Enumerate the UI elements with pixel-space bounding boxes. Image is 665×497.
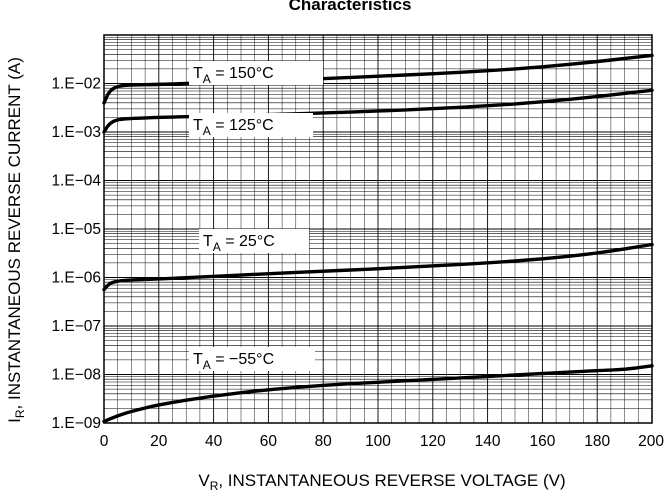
- series-label-prefix: T: [193, 351, 203, 368]
- y-tick-label: 1.E−05: [51, 221, 101, 238]
- y-tick-label: 1.E−04: [51, 173, 101, 190]
- series-label-prefix: T: [203, 233, 213, 250]
- x-axis-label-sub: R: [210, 479, 219, 493]
- series-label-background: [189, 61, 323, 85]
- series-label-text: TA = 25°C: [203, 233, 275, 254]
- y-tick-label: 1.E−08: [51, 367, 101, 384]
- x-tick-label: 60: [260, 433, 278, 450]
- series-label-sub: A: [213, 240, 221, 254]
- x-tick-label: 80: [315, 433, 333, 450]
- y-tick-labels: 1.E−09 1.E−08 1.E−07 1.E−06 1.E−05 1.E−04 1.E−…: [51, 76, 101, 433]
- y-axis-label-main: I: [5, 418, 24, 423]
- y-axis-label-rest: , INSTANTANEOUS REVERSE CURRENT (A): [5, 57, 24, 409]
- x-axis-label-rest: , INSTANTANEOUS REVERSE VOLTAGE (V): [218, 471, 565, 490]
- y-tick-label: 1.E−06: [51, 270, 101, 287]
- x-tick-label: 40: [205, 433, 223, 450]
- x-tick-label: 100: [365, 433, 391, 450]
- series-label-rest: = 150°C: [211, 65, 274, 82]
- y-tick-label: 1.E−07: [51, 318, 101, 335]
- series-label-1: TA = 125°C: [189, 113, 313, 138]
- series-label-3: TA = −55°C: [189, 347, 315, 372]
- series-label-prefix: T: [193, 65, 203, 82]
- x-axis-label: VR, INSTANTANEOUS REVERSE VOLTAGE (V): [198, 471, 565, 493]
- series-label-0: TA = 150°C: [189, 61, 323, 86]
- x-tick-label: 160: [529, 433, 555, 450]
- x-axis-label-main: V: [198, 471, 210, 490]
- y-tick-label: 1.E−02: [51, 76, 101, 93]
- x-tick-label: 20: [150, 433, 168, 450]
- series-label-sub: A: [203, 72, 211, 86]
- series-line-3: [102, 364, 654, 424]
- chart-grid: [103, 35, 653, 424]
- x-tick-label: 200: [638, 433, 664, 450]
- series-labels: TA = 150°CTA = 125°CTA = 25°CTA = −55°C: [189, 61, 323, 372]
- series-label-rest: = 25°C: [221, 233, 275, 250]
- series-label-rest: = 125°C: [211, 117, 274, 134]
- series-label-2: TA = 25°C: [199, 229, 309, 254]
- y-axis-label-sub: R: [13, 409, 27, 418]
- series-label-background: [189, 113, 313, 137]
- y-tick-label: 1.E−03: [51, 124, 101, 141]
- y-tick-label: 1.E−09: [51, 415, 101, 432]
- x-tick-label: 140: [475, 433, 501, 450]
- series-label-background: [189, 347, 315, 371]
- x-tick-label: 0: [100, 433, 109, 450]
- x-tick-labels: 0 20 40 60 80 100 120 140 160 180 200: [100, 433, 665, 450]
- chart-title: Characteristics: [289, 0, 412, 14]
- y-axis-label: IR, INSTANTANEOUS REVERSE CURRENT (A): [5, 57, 27, 423]
- series-label-prefix: T: [193, 117, 203, 134]
- x-tick-label: 120: [420, 433, 446, 450]
- series-label-background: [199, 229, 309, 253]
- series-label-rest: = −55°C: [211, 351, 274, 368]
- series-line-2: [102, 242, 654, 292]
- series-label-text: TA = −55°C: [193, 351, 274, 372]
- series-label-sub: A: [203, 124, 211, 138]
- series-label-sub: A: [203, 358, 211, 372]
- series-label-text: TA = 125°C: [193, 117, 274, 138]
- x-tick-label: 180: [584, 433, 610, 450]
- series-label-text: TA = 150°C: [193, 65, 274, 86]
- plot-frame: [103, 34, 653, 424]
